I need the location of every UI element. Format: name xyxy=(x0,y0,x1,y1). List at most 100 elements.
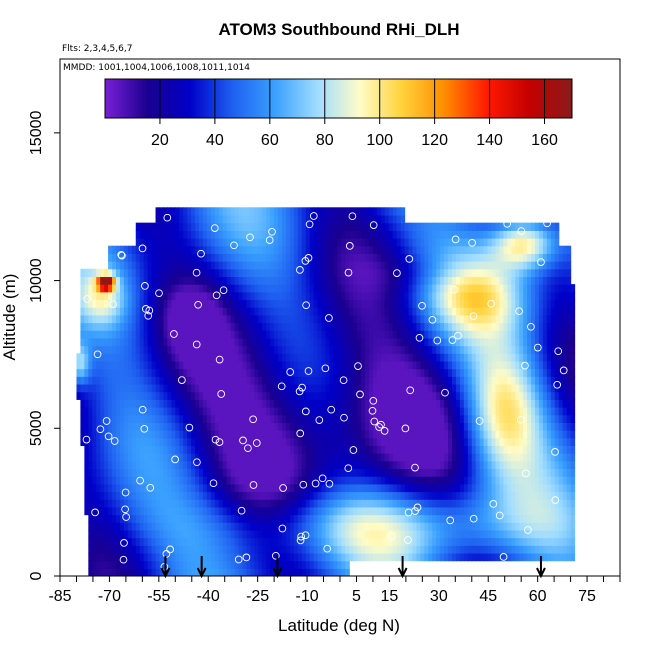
heatmap-cell xyxy=(183,291,188,301)
heatmap-cell xyxy=(365,445,370,454)
heatmap-cell xyxy=(246,330,251,339)
heatmap-cell xyxy=(234,284,240,293)
heatmap-cell xyxy=(337,560,342,569)
heatmap-cell xyxy=(317,414,323,423)
heatmap-cell xyxy=(76,383,82,393)
heatmap-cell xyxy=(384,376,390,385)
heatmap-cell xyxy=(305,560,311,569)
heatmap-cell xyxy=(202,230,208,239)
heatmap-cell xyxy=(305,268,311,278)
heatmap-cell xyxy=(258,299,263,308)
heatmap-cell xyxy=(258,445,263,454)
heatmap-cell xyxy=(479,314,485,324)
heatmap-cell xyxy=(147,330,153,339)
heatmap-cell xyxy=(384,514,390,523)
heatmap-cell xyxy=(353,460,358,470)
heatmap-cell xyxy=(214,422,220,431)
heatmap-cell xyxy=(210,337,216,347)
heatmap-cell xyxy=(372,545,378,554)
heatmap-cell xyxy=(341,430,346,439)
heatmap-cell xyxy=(361,422,366,431)
heatmap-cell xyxy=(452,414,457,423)
heatmap-cell xyxy=(313,368,319,377)
heatmap-cell xyxy=(199,383,204,393)
heatmap-cell xyxy=(100,560,105,569)
heatmap-cell xyxy=(357,399,362,408)
heatmap-cell xyxy=(365,353,370,362)
heatmap-cell xyxy=(444,376,449,385)
heatmap-cell xyxy=(183,430,188,439)
heatmap-cell xyxy=(278,407,283,416)
heatmap-cell xyxy=(167,368,172,377)
heatmap-cell xyxy=(250,453,255,462)
heatmap-cell xyxy=(392,322,398,331)
heatmap-cell xyxy=(404,376,410,385)
heatmap-cell xyxy=(408,261,414,270)
heatmap-cell xyxy=(202,322,208,331)
heatmap-cell xyxy=(143,545,149,554)
heatmap-cell xyxy=(507,376,512,385)
heatmap-cell xyxy=(357,322,362,331)
heatmap-cell xyxy=(396,391,402,400)
heatmap-cell xyxy=(206,245,212,254)
heatmap-cell xyxy=(388,445,394,454)
heatmap-cell xyxy=(179,261,184,270)
heatmap-cell xyxy=(187,222,192,231)
heatmap-cell xyxy=(258,238,263,247)
heatmap-cell xyxy=(345,330,350,339)
heatmap-cell xyxy=(361,545,366,554)
heatmap-cell xyxy=(467,222,473,231)
heatmap-cell xyxy=(412,368,418,377)
heatmap-cell xyxy=(234,299,240,308)
heatmap-cell xyxy=(432,322,437,331)
heatmap-cell xyxy=(226,345,232,354)
heatmap-cell xyxy=(357,491,362,500)
heatmap-cell xyxy=(202,253,208,262)
heatmap-cell xyxy=(416,245,421,254)
heatmap-cell xyxy=(459,322,465,331)
heatmap-cell xyxy=(487,345,493,354)
heatmap-cell xyxy=(424,376,429,385)
heatmap-cell xyxy=(222,322,228,331)
heatmap-cell xyxy=(289,322,295,331)
heatmap-cell xyxy=(282,514,287,523)
heatmap-cell xyxy=(365,552,370,562)
heatmap-cell xyxy=(491,383,497,393)
heatmap-cell xyxy=(96,399,101,408)
heatmap-cell xyxy=(404,353,410,362)
heatmap-cell xyxy=(135,407,141,416)
heatmap-cell xyxy=(448,414,453,423)
heatmap-cell xyxy=(404,422,410,431)
heatmap-cell xyxy=(329,391,335,400)
heatmap-cell xyxy=(384,330,390,339)
heatmap-cell xyxy=(325,337,331,347)
heatmap-cell xyxy=(234,460,240,470)
heatmap-cell xyxy=(262,284,267,293)
heatmap-cell xyxy=(139,330,145,339)
heatmap-cell xyxy=(202,537,208,546)
heatmap-cell xyxy=(297,399,303,408)
heatmap-cell xyxy=(361,284,366,293)
heatmap-cell xyxy=(202,552,208,562)
heatmap-cell xyxy=(301,245,307,254)
heatmap-cell xyxy=(436,430,441,439)
heatmap-cell xyxy=(238,453,244,462)
heatmap-cell xyxy=(254,545,259,554)
heatmap-cell xyxy=(123,345,129,354)
heatmap-cell xyxy=(357,284,362,293)
heatmap-cell xyxy=(357,337,362,347)
heatmap-cell xyxy=(349,476,354,485)
heatmap-cell xyxy=(349,207,354,216)
heatmap-cell xyxy=(404,529,410,539)
heatmap-cell xyxy=(376,222,382,231)
heatmap-cell xyxy=(353,506,358,516)
heatmap-cell xyxy=(171,399,176,408)
heatmap-cell xyxy=(368,284,374,293)
heatmap-cell xyxy=(96,537,101,546)
heatmap-cell xyxy=(384,407,390,416)
heatmap-cell xyxy=(329,314,335,324)
heatmap-cell xyxy=(293,391,299,400)
heatmap-cell xyxy=(353,314,358,324)
heatmap-cell xyxy=(487,238,493,247)
heatmap-cell xyxy=(226,337,232,347)
